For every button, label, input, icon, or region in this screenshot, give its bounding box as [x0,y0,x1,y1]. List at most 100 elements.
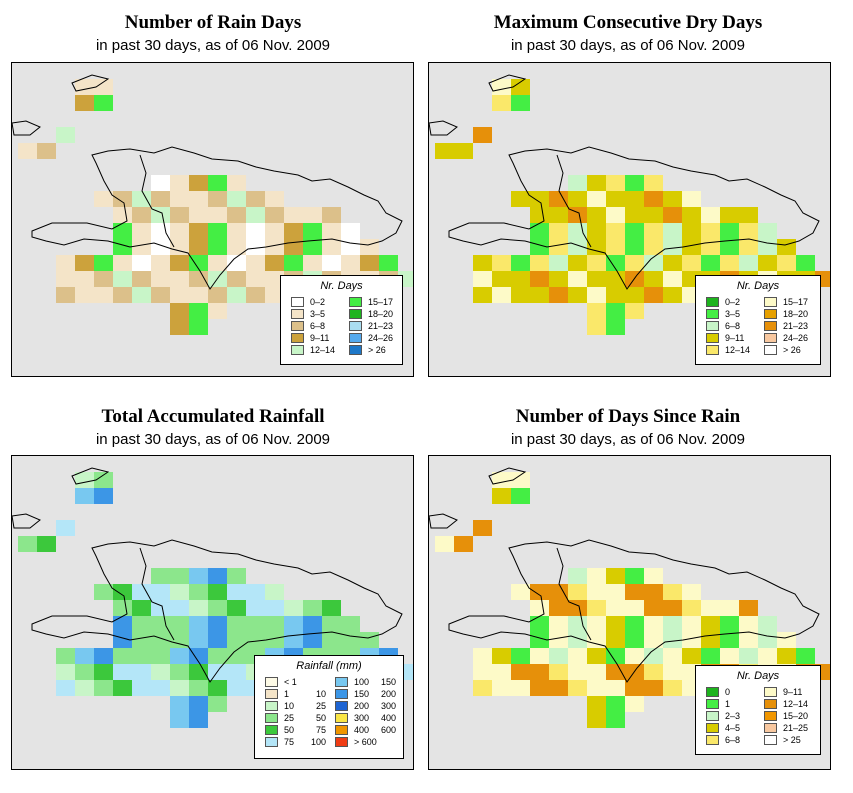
grid-cell [701,616,720,632]
grid-cell [606,255,625,271]
island-outline [31,539,403,683]
grid-cell [530,584,549,600]
legend-item: 0–2 [291,296,325,307]
grid-cell [303,600,322,616]
grid-cell [170,271,189,287]
grid-cell [303,616,322,632]
legend-label: 24–26 [368,332,394,343]
grid-cell [511,648,530,664]
grid-cell [56,287,75,303]
grid-cell [75,287,94,303]
legend-item: > 600 [335,736,377,747]
legend: Rainfall (mm) < 1 1 10 10 25 25 50 50 75 75 100 100 1… [254,655,404,759]
grid-cell [606,712,625,728]
grid-cell [682,632,701,648]
grid-cell [227,664,246,680]
grid-cell [265,223,284,239]
islet-outline [71,467,110,485]
grid-cell [246,632,265,648]
grid-cell [720,255,739,271]
grid-cell [511,584,530,600]
grid-cell [435,536,454,552]
grid-cell [587,271,606,287]
grid-cell [303,239,322,255]
legend-label: 21–23 [783,320,809,331]
legend-item: 9–11 [291,332,329,343]
grid-cell [644,664,663,680]
legend-label-upper: 25 [315,700,326,711]
grid-cell [189,584,208,600]
grid-cell [530,616,549,632]
grid-cell [75,488,94,504]
grid-cell [663,207,682,223]
legend-item: 24–26 [764,332,808,343]
grid-cell [454,536,473,552]
grid-cell [246,191,265,207]
grid-cell [511,472,530,488]
grid-cell [473,127,492,143]
grid-cell [170,223,189,239]
legend: Nr. Days 0 1 2–3 4–5 6–8 9–11 12–14 15–20 21–25 > … [695,665,821,755]
grid-cell [132,223,151,239]
grid-cell [113,223,132,239]
grid-cell [720,600,739,616]
grid-cell [75,680,94,696]
grid-cell [170,648,189,664]
grid-cell [682,223,701,239]
grid-cell [587,191,606,207]
grid-cell [530,680,549,696]
grid-cell [720,239,739,255]
grid-cell [682,600,701,616]
grid-cell [549,664,568,680]
legend-label: 25 [284,712,295,723]
grid-cell [246,616,265,632]
grid-cell [492,472,511,488]
grid-cell [341,255,360,271]
map-dry-days [428,62,831,377]
legend-swatch [764,332,777,343]
grid-cell [663,271,682,287]
legend-swatch [349,320,362,331]
legend-swatch [706,722,719,733]
grid-cell [189,255,208,271]
legend: Nr. Days 0–2 3–5 6–8 9–11 12–14 15–17 18–20 21–2… [695,275,821,365]
grid-cell [113,632,132,648]
grid-cell [151,616,170,632]
grid-cell [511,488,530,504]
grid-cell [549,600,568,616]
legend-item: 1 [706,698,730,709]
grid-cell [360,255,379,271]
country-border [139,547,175,641]
legend-item: 0–2 [706,296,740,307]
grid-cell [113,239,132,255]
grid-cell [189,632,208,648]
grid-cell [189,207,208,223]
legend-label: < 1 [284,676,297,687]
grid-cell [625,175,644,191]
legend-item: 15–17 [349,296,393,307]
grid-cell [663,239,682,255]
grid-cell [208,239,227,255]
grid-cell [94,488,113,504]
grid-cell [606,648,625,664]
grid-cell [208,255,227,271]
grid-cell [227,600,246,616]
grid-cell [492,271,511,287]
grid-cell [587,319,606,335]
legend-swatch [706,698,719,709]
grid-cell [56,680,75,696]
grid-cell [625,287,644,303]
legend-label: 2–3 [725,710,741,721]
legend-label: 9–11 [310,332,330,343]
grid-cell [75,648,94,664]
grid-cell [606,287,625,303]
grid-cell [625,648,644,664]
grid-cell [682,239,701,255]
grid-cell [758,648,777,664]
grid-cell [341,223,360,239]
grid-cell [587,303,606,319]
island-outline [31,146,403,290]
legend-label: > 600 [354,736,377,747]
legend-item: 18–20 [349,308,393,319]
grid-cell [606,319,625,335]
